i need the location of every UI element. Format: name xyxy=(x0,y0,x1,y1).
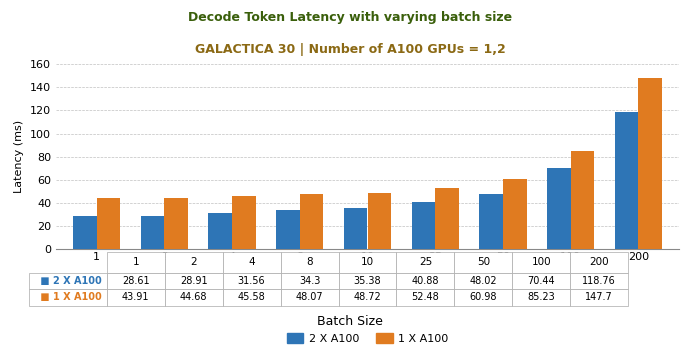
Bar xyxy=(368,193,391,249)
Bar xyxy=(570,151,594,249)
Bar xyxy=(547,168,570,249)
Bar xyxy=(73,216,97,249)
Y-axis label: Latency (ms): Latency (ms) xyxy=(15,120,24,193)
Bar xyxy=(300,194,323,249)
Bar xyxy=(638,78,662,249)
Bar xyxy=(480,194,503,249)
Bar xyxy=(232,197,256,249)
Bar xyxy=(615,112,638,249)
Bar xyxy=(435,188,459,249)
Bar xyxy=(209,213,232,249)
Bar xyxy=(164,198,188,249)
Text: GALACTICA 30 | Number of A100 GPUs = 1,2: GALACTICA 30 | Number of A100 GPUs = 1,2 xyxy=(195,43,505,56)
Legend: 2 X A100, 1 X A100: 2 X A100, 1 X A100 xyxy=(282,328,453,348)
Text: Batch Size: Batch Size xyxy=(317,315,383,328)
Bar xyxy=(412,202,435,249)
Text: Decode Token Latency with varying batch size: Decode Token Latency with varying batch … xyxy=(188,11,512,24)
Bar xyxy=(97,198,120,249)
Bar xyxy=(276,210,300,249)
Bar xyxy=(503,179,526,249)
Bar xyxy=(141,216,164,249)
Bar xyxy=(344,208,368,249)
